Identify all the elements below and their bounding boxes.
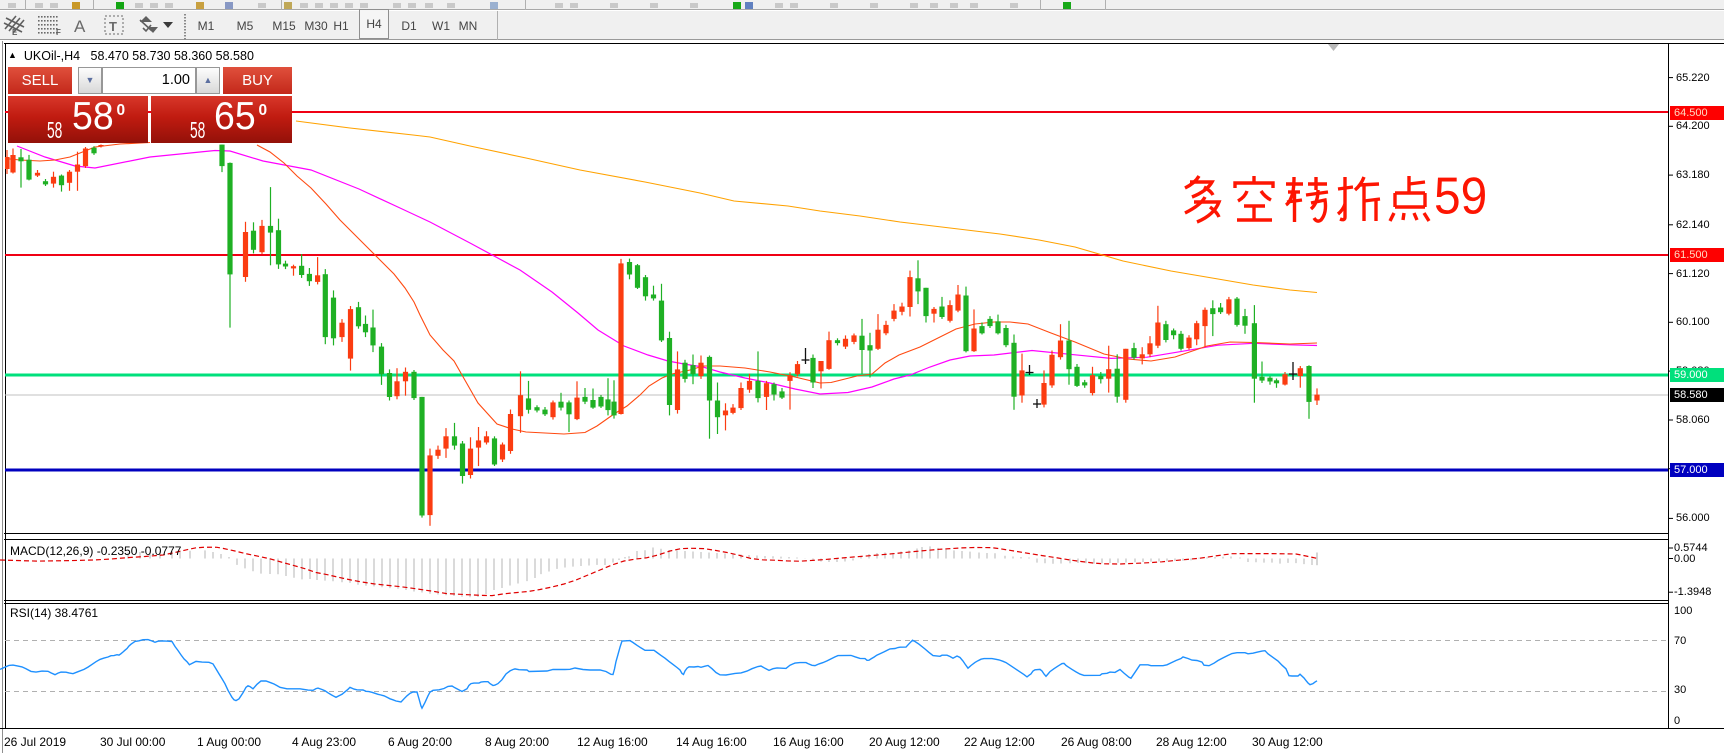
svg-text:F: F	[56, 28, 61, 37]
svg-text:E: E	[12, 28, 18, 37]
svg-text:59: 59	[1434, 167, 1487, 225]
svg-text:T: T	[109, 19, 117, 34]
svg-text:A: A	[74, 17, 86, 36]
